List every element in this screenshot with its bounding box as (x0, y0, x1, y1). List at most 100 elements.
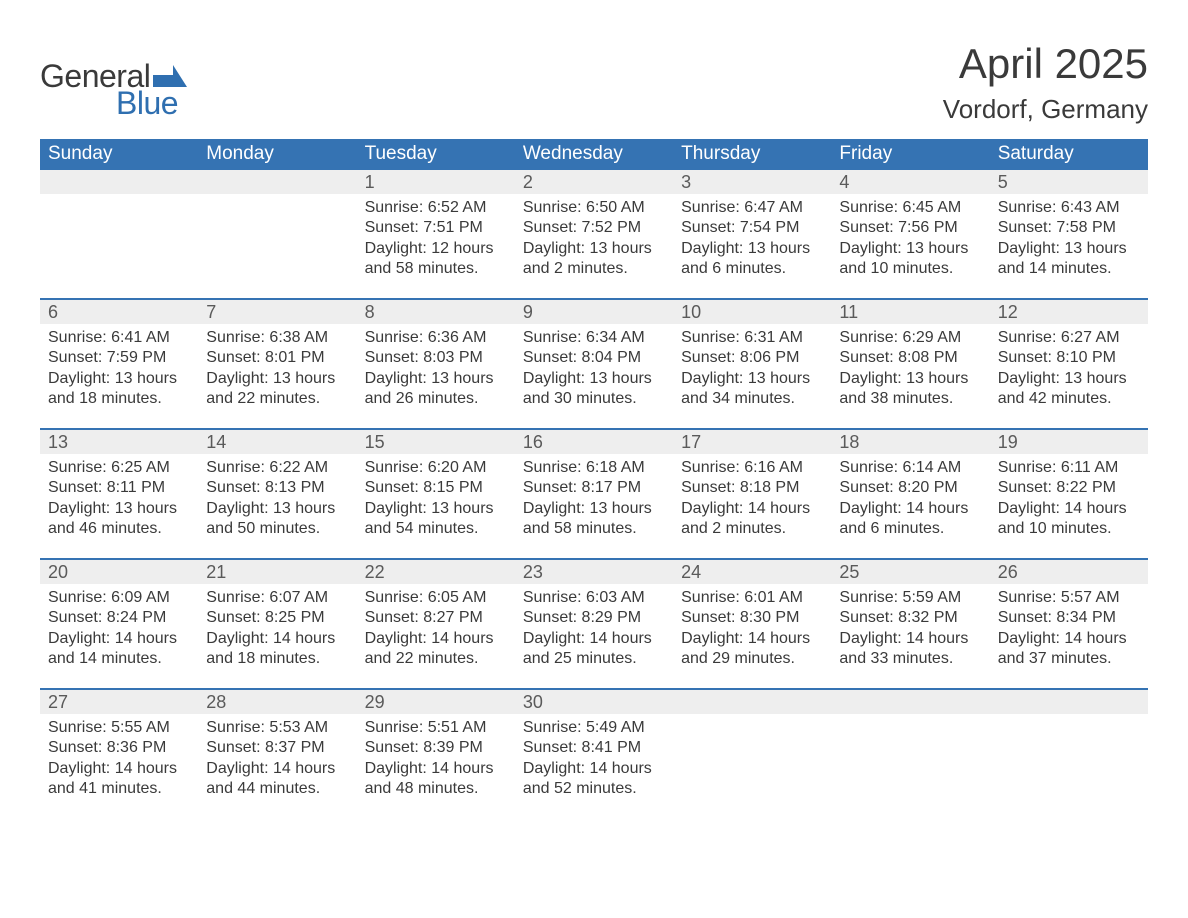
day-dl1: Daylight: 14 hours (523, 759, 665, 779)
dow-friday: Friday (831, 139, 989, 170)
day-dl1: Daylight: 14 hours (365, 759, 507, 779)
day-number: 26 (990, 562, 1018, 583)
day-number-row: 1 (357, 170, 515, 194)
day-sunrise: Sunrise: 6:47 AM (681, 198, 823, 218)
calendar-day: 14Sunrise: 6:22 AMSunset: 8:13 PMDayligh… (198, 430, 356, 558)
day-dl1: Daylight: 13 hours (523, 239, 665, 259)
day-sunrise: Sunrise: 6:36 AM (365, 328, 507, 348)
day-dl1: Daylight: 12 hours (365, 239, 507, 259)
day-sunset: Sunset: 7:58 PM (998, 218, 1140, 238)
day-sunrise: Sunrise: 6:11 AM (998, 458, 1140, 478)
day-sunrise: Sunrise: 5:51 AM (365, 718, 507, 738)
day-dl1: Daylight: 13 hours (681, 239, 823, 259)
day-dl2: and 42 minutes. (998, 389, 1140, 409)
day-number-row: 22 (357, 560, 515, 584)
day-dl1: Daylight: 13 hours (523, 499, 665, 519)
day-dl2: and 58 minutes. (365, 259, 507, 279)
calendar-day (198, 170, 356, 298)
day-dl2: and 14 minutes. (998, 259, 1140, 279)
day-number-row: 6 (40, 300, 198, 324)
day-body: Sunrise: 6:52 AMSunset: 7:51 PMDaylight:… (357, 194, 515, 280)
day-number-row: 9 (515, 300, 673, 324)
day-dl2: and 6 minutes. (681, 259, 823, 279)
day-dl2: and 33 minutes. (839, 649, 981, 669)
day-dl1: Daylight: 14 hours (48, 759, 190, 779)
day-number-row: 18 (831, 430, 989, 454)
day-body: Sunrise: 6:09 AMSunset: 8:24 PMDaylight:… (40, 584, 198, 670)
day-body: Sunrise: 6:27 AMSunset: 8:10 PMDaylight:… (990, 324, 1148, 410)
day-sunset: Sunset: 7:54 PM (681, 218, 823, 238)
day-sunrise: Sunrise: 6:03 AM (523, 588, 665, 608)
day-body: Sunrise: 6:34 AMSunset: 8:04 PMDaylight:… (515, 324, 673, 410)
day-sunrise: Sunrise: 6:29 AM (839, 328, 981, 348)
day-dl1: Daylight: 14 hours (839, 499, 981, 519)
day-number: 20 (40, 562, 68, 583)
day-sunset: Sunset: 8:03 PM (365, 348, 507, 368)
location-title: Vordorf, Germany (943, 94, 1148, 125)
day-number: 16 (515, 432, 543, 453)
day-number-row (990, 690, 1148, 714)
day-body: Sunrise: 6:01 AMSunset: 8:30 PMDaylight:… (673, 584, 831, 670)
calendar-day: 16Sunrise: 6:18 AMSunset: 8:17 PMDayligh… (515, 430, 673, 558)
day-body: Sunrise: 6:25 AMSunset: 8:11 PMDaylight:… (40, 454, 198, 540)
calendar-day: 12Sunrise: 6:27 AMSunset: 8:10 PMDayligh… (990, 300, 1148, 428)
day-sunrise: Sunrise: 6:25 AM (48, 458, 190, 478)
calendar-day: 18Sunrise: 6:14 AMSunset: 8:20 PMDayligh… (831, 430, 989, 558)
day-sunset: Sunset: 8:29 PM (523, 608, 665, 628)
calendar-day: 17Sunrise: 6:16 AMSunset: 8:18 PMDayligh… (673, 430, 831, 558)
day-sunset: Sunset: 8:24 PM (48, 608, 190, 628)
day-number-row: 3 (673, 170, 831, 194)
day-sunrise: Sunrise: 5:59 AM (839, 588, 981, 608)
day-sunset: Sunset: 8:20 PM (839, 478, 981, 498)
day-number-row: 12 (990, 300, 1148, 324)
calendar-day: 23 Sunrise: 6:03 AMSunset: 8:29 PMDayligh… (515, 560, 673, 688)
day-number: 11 (831, 302, 858, 323)
calendar-day: 2Sunrise: 6:50 AMSunset: 7:52 PMDaylight… (515, 170, 673, 298)
day-dl1: Daylight: 14 hours (365, 629, 507, 649)
day-sunset: Sunset: 8:22 PM (998, 478, 1140, 498)
day-number-row: 15 (357, 430, 515, 454)
title-block: April 2025 Vordorf, Germany (943, 30, 1148, 125)
calendar-day: 28Sunrise: 5:53 AMSunset: 8:37 PMDayligh… (198, 690, 356, 818)
day-sunrise: Sunrise: 6:31 AM (681, 328, 823, 348)
calendar-day: 26Sunrise: 5:57 AMSunset: 8:34 PMDayligh… (990, 560, 1148, 688)
day-dl1: Daylight: 14 hours (206, 629, 348, 649)
day-dl1: Daylight: 13 hours (365, 369, 507, 389)
day-sunrise: Sunrise: 6:05 AM (365, 588, 507, 608)
day-number-row: 23 (515, 560, 673, 584)
brand-word2: Blue (116, 85, 178, 122)
day-number-row: 17 (673, 430, 831, 454)
calendar-day: 1Sunrise: 6:52 AMSunset: 7:51 PMDaylight… (357, 170, 515, 298)
day-sunset: Sunset: 8:25 PM (206, 608, 348, 628)
day-number-row: 30 (515, 690, 673, 714)
day-number-row: 24 (673, 560, 831, 584)
calendar-day: 6Sunrise: 6:41 AMSunset: 7:59 PMDaylight… (40, 300, 198, 428)
day-sunset: Sunset: 8:37 PM (206, 738, 348, 758)
calendar-week: 20Sunrise: 6:09 AMSunset: 8:24 PMDayligh… (40, 558, 1148, 688)
day-sunset: Sunset: 8:18 PM (681, 478, 823, 498)
day-body: Sunrise: 6:20 AMSunset: 8:15 PMDaylight:… (357, 454, 515, 540)
calendar-day: 7Sunrise: 6:38 AMSunset: 8:01 PMDaylight… (198, 300, 356, 428)
day-number-row: 4 (831, 170, 989, 194)
day-number: 29 (357, 692, 385, 713)
brand-logo: General Blue (40, 58, 187, 122)
calendar-day: 30Sunrise: 5:49 AMSunset: 8:41 PMDayligh… (515, 690, 673, 818)
dow-sunday: Sunday (40, 139, 198, 170)
calendar-day (673, 690, 831, 818)
day-sunrise: Sunrise: 6:38 AM (206, 328, 348, 348)
calendar-day: 4Sunrise: 6:45 AMSunset: 7:56 PMDaylight… (831, 170, 989, 298)
day-dl2: and 25 minutes. (523, 649, 665, 669)
day-sunset: Sunset: 8:11 PM (48, 478, 190, 498)
day-sunset: Sunset: 7:51 PM (365, 218, 507, 238)
day-body: Sunrise: 6:07 AMSunset: 8:25 PMDaylight:… (198, 584, 356, 670)
day-dl1: Daylight: 14 hours (523, 629, 665, 649)
day-number: 10 (673, 302, 701, 323)
day-number-row: 26 (990, 560, 1148, 584)
day-number-row: 27 (40, 690, 198, 714)
flag-icon (153, 65, 187, 87)
day-sunrise: Sunrise: 6:01 AM (681, 588, 823, 608)
day-dl2: and 22 minutes. (365, 649, 507, 669)
day-sunrise: Sunrise: 6:45 AM (839, 198, 981, 218)
day-dl1: Daylight: 14 hours (998, 499, 1140, 519)
day-number-row (40, 170, 198, 194)
